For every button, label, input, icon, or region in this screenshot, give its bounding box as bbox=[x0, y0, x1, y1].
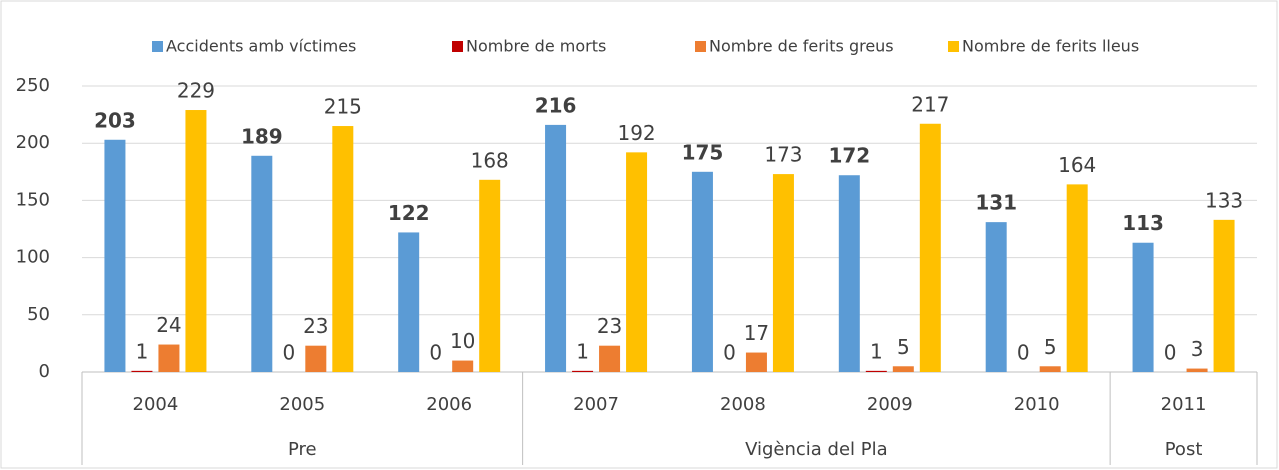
legend-label: Nombre de ferits lleus bbox=[962, 37, 1139, 56]
data-label: 229 bbox=[177, 79, 215, 103]
legend-swatch bbox=[452, 41, 463, 52]
x-tick-label: 2008 bbox=[720, 394, 766, 415]
legend-swatch bbox=[948, 41, 959, 52]
data-label: 0 bbox=[1164, 341, 1177, 365]
legend-swatch bbox=[152, 41, 163, 52]
bar bbox=[251, 155, 273, 372]
data-label: 131 bbox=[975, 191, 1017, 215]
bar bbox=[158, 344, 180, 372]
data-label: 113 bbox=[1122, 211, 1164, 235]
bar bbox=[599, 345, 621, 372]
bar bbox=[479, 179, 501, 372]
data-label: 0 bbox=[429, 341, 442, 365]
bar bbox=[104, 139, 126, 372]
data-label: 164 bbox=[1058, 153, 1096, 177]
bar bbox=[838, 175, 860, 372]
bar bbox=[452, 360, 474, 372]
data-label: 1 bbox=[576, 339, 589, 363]
y-tick-label: 200 bbox=[16, 132, 50, 153]
data-label: 0 bbox=[723, 341, 736, 365]
y-tick-label: 100 bbox=[16, 247, 50, 268]
legend-swatch bbox=[695, 41, 706, 52]
data-label: 215 bbox=[324, 95, 362, 119]
bar bbox=[745, 352, 767, 372]
legend-label: Accidents amb víctimes bbox=[166, 37, 356, 56]
group-label: Vigència del Pla bbox=[745, 439, 888, 460]
x-tick-label: 2009 bbox=[867, 394, 913, 415]
data-label: 122 bbox=[388, 201, 430, 225]
bar bbox=[1213, 219, 1235, 372]
data-label: 24 bbox=[156, 313, 181, 337]
data-label: 5 bbox=[1044, 335, 1057, 359]
y-tick-label: 150 bbox=[16, 189, 50, 210]
data-label: 133 bbox=[1205, 188, 1243, 212]
data-label: 23 bbox=[303, 314, 328, 338]
bar bbox=[572, 370, 594, 372]
data-label: 172 bbox=[828, 144, 870, 168]
bar bbox=[865, 370, 887, 372]
bar bbox=[1066, 184, 1088, 372]
data-label: 189 bbox=[241, 124, 283, 148]
bar bbox=[398, 232, 420, 372]
legend-label: Nombre de morts bbox=[466, 37, 606, 56]
y-tick-label: 250 bbox=[16, 75, 50, 96]
data-label: 0 bbox=[282, 341, 295, 365]
bar bbox=[1186, 368, 1208, 372]
data-label: 5 bbox=[897, 335, 910, 359]
x-tick-label: 2010 bbox=[1014, 394, 1060, 415]
x-tick-label: 2006 bbox=[426, 394, 472, 415]
bar bbox=[691, 171, 713, 372]
bar bbox=[1039, 366, 1061, 372]
data-label: 17 bbox=[744, 321, 769, 345]
y-tick-label: 50 bbox=[27, 304, 50, 325]
data-label: 192 bbox=[617, 121, 655, 145]
data-label: 0 bbox=[1017, 341, 1030, 365]
bar bbox=[772, 174, 794, 372]
data-label: 173 bbox=[764, 143, 802, 167]
data-label: 203 bbox=[94, 108, 136, 132]
bar bbox=[545, 124, 567, 373]
data-label: 3 bbox=[1191, 337, 1204, 361]
y-tick-label: 0 bbox=[39, 361, 50, 382]
x-tick-label: 2005 bbox=[279, 394, 325, 415]
bar bbox=[626, 152, 648, 372]
data-label: 168 bbox=[471, 148, 509, 172]
data-label: 23 bbox=[597, 314, 622, 338]
bar bbox=[892, 366, 914, 372]
x-tick-label: 2011 bbox=[1161, 394, 1207, 415]
bar bbox=[332, 126, 354, 372]
bar bbox=[305, 345, 327, 372]
data-label: 10 bbox=[450, 329, 475, 353]
bar bbox=[919, 123, 941, 372]
group-label: Pre bbox=[288, 439, 317, 460]
group-label: Post bbox=[1165, 439, 1203, 460]
data-label: 217 bbox=[911, 92, 949, 116]
bar bbox=[985, 222, 1007, 372]
x-tick-label: 2004 bbox=[133, 394, 179, 415]
data-label: 1 bbox=[870, 339, 883, 363]
data-label: 216 bbox=[535, 93, 577, 117]
x-tick-label: 2007 bbox=[573, 394, 619, 415]
data-label: 1 bbox=[136, 339, 149, 363]
bar bbox=[131, 370, 153, 372]
bar bbox=[185, 110, 207, 373]
legend-label: Nombre de ferits greus bbox=[709, 37, 894, 56]
bar bbox=[1132, 242, 1154, 372]
data-label: 175 bbox=[682, 140, 724, 164]
